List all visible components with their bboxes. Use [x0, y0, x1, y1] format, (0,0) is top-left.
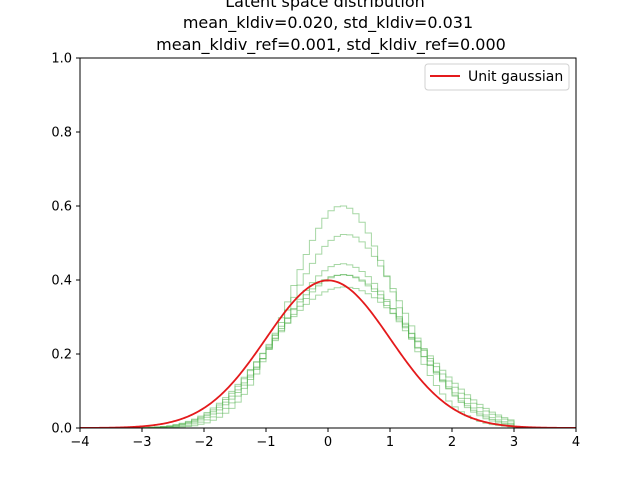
- x-tick-label: −1: [256, 435, 275, 450]
- chart-title-line-3: mean_kldiv_ref=0.001, std_kldiv_ref=0.00…: [156, 35, 506, 55]
- histogram-series-6: [142, 205, 515, 428]
- histogram-series-5: [141, 273, 515, 428]
- y-tick-label: 0.6: [51, 200, 72, 215]
- x-tick-label: −3: [132, 435, 151, 450]
- legend-box: [424, 63, 570, 91]
- x-axis-ticks: −4 −3 −2 −1 0 1 2 3 4: [70, 428, 580, 450]
- legend-label-unit-gaussian: Unit gaussian: [468, 69, 563, 85]
- chart-title-line-2: mean_kldiv=0.020, std_kldiv=0.031: [183, 13, 473, 33]
- y-tick-label: 0.2: [51, 348, 72, 363]
- x-tick-label: 2: [448, 435, 456, 450]
- y-tick-label: 0.0: [51, 422, 72, 437]
- x-tick-label: 4: [572, 435, 580, 450]
- x-tick-label: −2: [194, 435, 213, 450]
- legend: Unit gaussian: [424, 63, 570, 91]
- y-tick-label: 1.0: [51, 52, 72, 67]
- chart-title-line-1: Latent space distribution: [225, 0, 425, 11]
- histogram-layer: [141, 205, 515, 428]
- histogram-series-3: [142, 263, 515, 428]
- y-axis-ticks: 0.0 0.2 0.4 0.6 0.8 1.0: [51, 52, 80, 437]
- x-tick-label: 3: [510, 435, 518, 450]
- unit-gaussian-curve: [80, 279, 576, 428]
- histogram-series-4: [142, 233, 515, 428]
- reference-curve-layer: [80, 279, 576, 428]
- x-tick-label: −4: [70, 435, 89, 450]
- y-tick-label: 0.4: [51, 274, 72, 289]
- x-tick-label: 1: [386, 435, 394, 450]
- y-tick-label: 0.8: [51, 126, 72, 141]
- x-tick-label: 0: [324, 435, 332, 450]
